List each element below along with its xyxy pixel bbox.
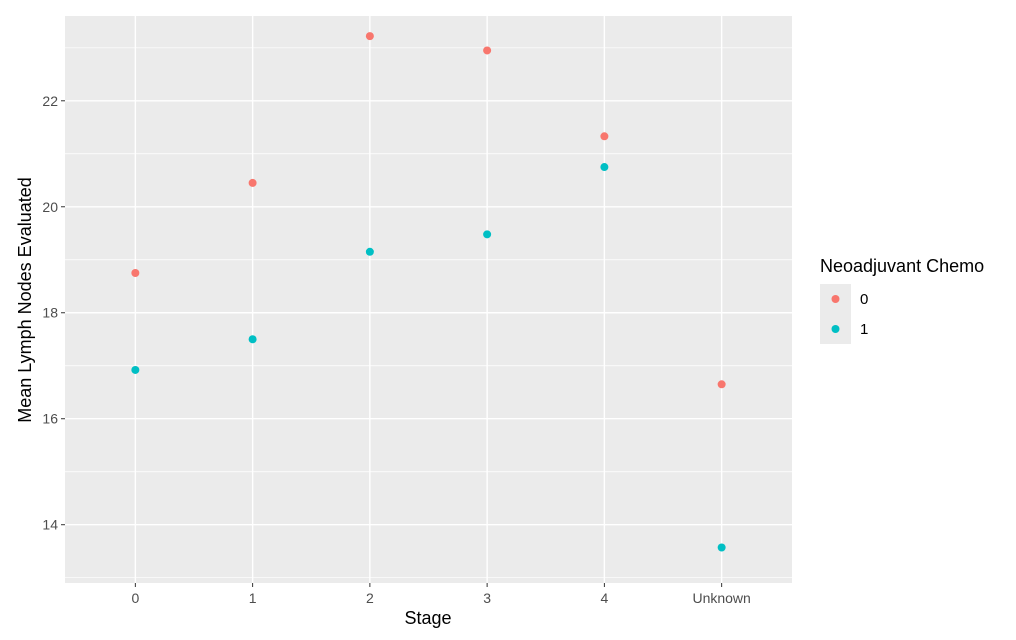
grid-minor [65,47,792,579]
plot-panel [65,16,792,583]
y-tick-label: 18 [42,305,58,321]
data-point-series-0 [483,46,492,55]
legend-title: Neoadjuvant Chemo [820,256,984,276]
x-tick-label: 2 [366,590,374,606]
y-tick-label: 16 [42,411,58,427]
legend-label: 1 [860,321,868,338]
legend-keys: 01 [820,284,868,344]
x-tick-label: 1 [249,590,257,606]
data-points [131,32,726,552]
legend-key-point [831,295,840,303]
data-point-series-0 [600,132,609,141]
grid-major [65,16,792,583]
y-axis-title: Mean Lymph Nodes Evaluated [15,177,35,422]
data-point-series-1 [483,230,492,239]
data-point-series-1 [131,365,140,374]
legend: Neoadjuvant Chemo 01 [820,256,984,344]
legend-key-point [831,325,840,333]
x-axis-title: Stage [404,608,451,628]
y-axis-ticks: 14 16 18 20 22 [42,93,65,533]
x-tick-label: Unknown [692,590,750,606]
data-point-series-1 [717,543,726,552]
y-tick-label: 22 [42,93,58,109]
x-tick-label: 3 [483,590,491,606]
data-point-series-1 [248,335,257,344]
data-point-series-0 [248,178,257,187]
data-point-series-0 [717,380,726,389]
y-tick-label: 14 [42,517,58,533]
data-point-series-1 [600,163,609,172]
y-tick-label: 20 [42,199,58,215]
data-point-series-0 [365,32,374,41]
data-point-series-1 [365,247,374,256]
x-tick-label: 4 [600,590,608,606]
x-tick-label: 0 [131,590,139,606]
x-axis-ticks: 0 1 2 3 4 Unknown [131,583,751,606]
data-point-series-0 [131,269,140,278]
legend-label: 0 [860,291,868,308]
